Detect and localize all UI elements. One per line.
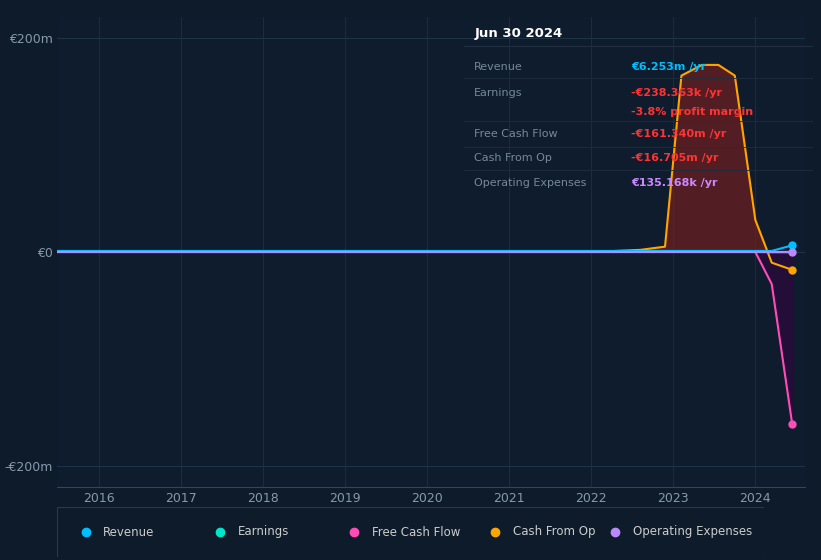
- Text: -€238.363k /yr: -€238.363k /yr: [631, 88, 722, 98]
- Text: Operating Expenses: Operating Expenses: [475, 178, 587, 188]
- Text: -3.8% profit margin: -3.8% profit margin: [631, 106, 754, 116]
- Text: Cash From Op: Cash From Op: [475, 153, 553, 164]
- Text: Cash From Op: Cash From Op: [513, 525, 595, 539]
- Text: Revenue: Revenue: [103, 525, 154, 539]
- Text: €135.168k /yr: €135.168k /yr: [631, 178, 718, 188]
- Text: Earnings: Earnings: [475, 88, 523, 98]
- Text: Jun 30 2024: Jun 30 2024: [475, 27, 562, 40]
- Text: Earnings: Earnings: [237, 525, 289, 539]
- Text: Free Cash Flow: Free Cash Flow: [372, 525, 460, 539]
- Text: €6.253m /yr: €6.253m /yr: [631, 62, 707, 72]
- Text: -€161.340m /yr: -€161.340m /yr: [631, 129, 727, 139]
- Text: Free Cash Flow: Free Cash Flow: [475, 129, 558, 139]
- Text: Revenue: Revenue: [475, 62, 523, 72]
- Text: Operating Expenses: Operating Expenses: [633, 525, 752, 539]
- Text: -€16.705m /yr: -€16.705m /yr: [631, 153, 719, 164]
